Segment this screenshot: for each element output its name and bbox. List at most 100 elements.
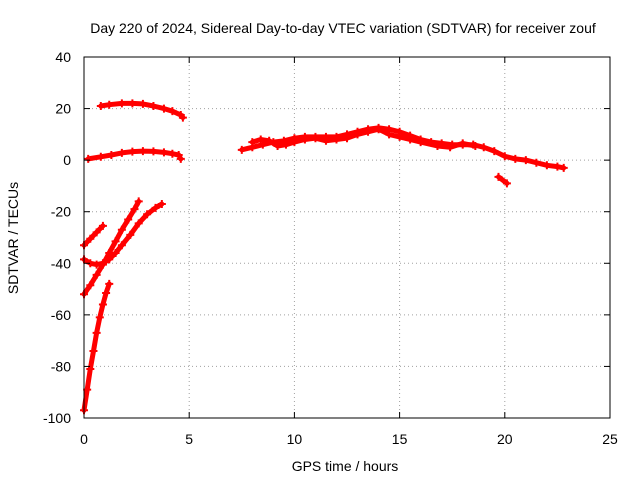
x-tick-label: 20 (497, 431, 513, 447)
x-tick-label: 0 (80, 431, 88, 447)
data-point (395, 132, 404, 141)
data-point (149, 101, 158, 110)
y-tick-label: 0 (63, 152, 71, 168)
data-point (385, 130, 394, 139)
data-point (84, 154, 93, 163)
data-point (124, 215, 133, 224)
grid-layer (84, 57, 610, 418)
data-point (159, 148, 168, 157)
data-point (532, 158, 541, 167)
data-point (446, 143, 455, 152)
y-tick-label: 20 (55, 101, 71, 117)
data-point (117, 148, 126, 157)
data-point (490, 147, 499, 156)
data-point (542, 161, 551, 170)
data-point (471, 141, 480, 150)
data-point (149, 147, 158, 156)
data-point (494, 172, 503, 181)
data-point (273, 141, 282, 150)
data-point (92, 270, 101, 279)
data-point (92, 328, 101, 337)
data-point (128, 99, 137, 108)
data-point (159, 104, 168, 113)
data-point (168, 107, 177, 116)
data-point (433, 141, 442, 150)
data-point (96, 152, 105, 161)
data-point (111, 237, 120, 246)
data-point (138, 147, 147, 156)
data-point (479, 143, 488, 152)
data-point (176, 154, 185, 163)
data-point (134, 219, 143, 228)
data-point (117, 225, 126, 234)
plot-frame (83, 56, 611, 419)
data-point (248, 138, 257, 147)
data-point (290, 138, 299, 147)
data-point (86, 365, 95, 374)
data-point (138, 99, 147, 108)
data-point (157, 199, 166, 208)
x-tick-label: 10 (287, 431, 303, 447)
series-layer (80, 99, 568, 415)
data-point (343, 134, 351, 143)
x-axis-label: GPS time / hours (292, 458, 399, 474)
data-point (107, 150, 116, 159)
data-point (128, 147, 137, 156)
data-point (374, 125, 383, 134)
data-point (105, 279, 114, 288)
data-point (86, 281, 95, 290)
data-point (151, 203, 160, 212)
data-point (237, 145, 246, 154)
data-point (281, 140, 290, 149)
data-point (105, 248, 114, 257)
series-arc-day-scatter (248, 125, 480, 152)
data-point (96, 101, 105, 110)
series-line (249, 126, 478, 150)
y-axis-label: SDTVAR / TECUs (5, 182, 21, 294)
data-point (300, 135, 309, 144)
y-tick-label: -20 (51, 204, 71, 220)
series-arc-tail (494, 172, 511, 188)
data-point (117, 241, 126, 250)
series-arc-near-zero (84, 147, 185, 163)
data-point (92, 228, 101, 237)
x-tick-label: 25 (602, 431, 618, 447)
y-tick-label: -100 (43, 410, 71, 426)
data-point (98, 221, 107, 230)
y-tick-label: -60 (51, 307, 71, 323)
data-point (321, 136, 330, 145)
data-point (89, 346, 98, 355)
data-point (364, 127, 373, 136)
series-line (81, 198, 142, 297)
data-point (117, 99, 126, 108)
x-tick-label: 5 (185, 431, 193, 447)
data-point (553, 162, 562, 171)
y-tick-label: 40 (55, 49, 71, 65)
data-point (143, 210, 152, 219)
data-point (102, 288, 111, 297)
y-tick-label: -40 (51, 255, 71, 271)
data-point (168, 149, 177, 158)
data-point (416, 138, 425, 147)
data-point (559, 163, 568, 172)
y-tick-label: -80 (51, 358, 71, 374)
data-point (126, 230, 135, 239)
series-line (81, 223, 106, 248)
data-point (98, 260, 107, 269)
series-line (496, 174, 510, 186)
data-point (130, 205, 139, 214)
data-point (95, 313, 104, 322)
data-point (105, 100, 114, 109)
data-point (502, 179, 511, 188)
data-point (511, 154, 520, 163)
data-point (86, 234, 95, 243)
tick-layer: -100 -80 -60 -40 -20 0 20 40 0 5 10 15 20 25 (43, 49, 618, 447)
x-tick-label: 15 (392, 431, 408, 447)
data-point (265, 136, 274, 145)
data-point (134, 197, 143, 206)
data-point (406, 135, 415, 144)
data-point (500, 152, 509, 161)
data-point (353, 130, 362, 139)
